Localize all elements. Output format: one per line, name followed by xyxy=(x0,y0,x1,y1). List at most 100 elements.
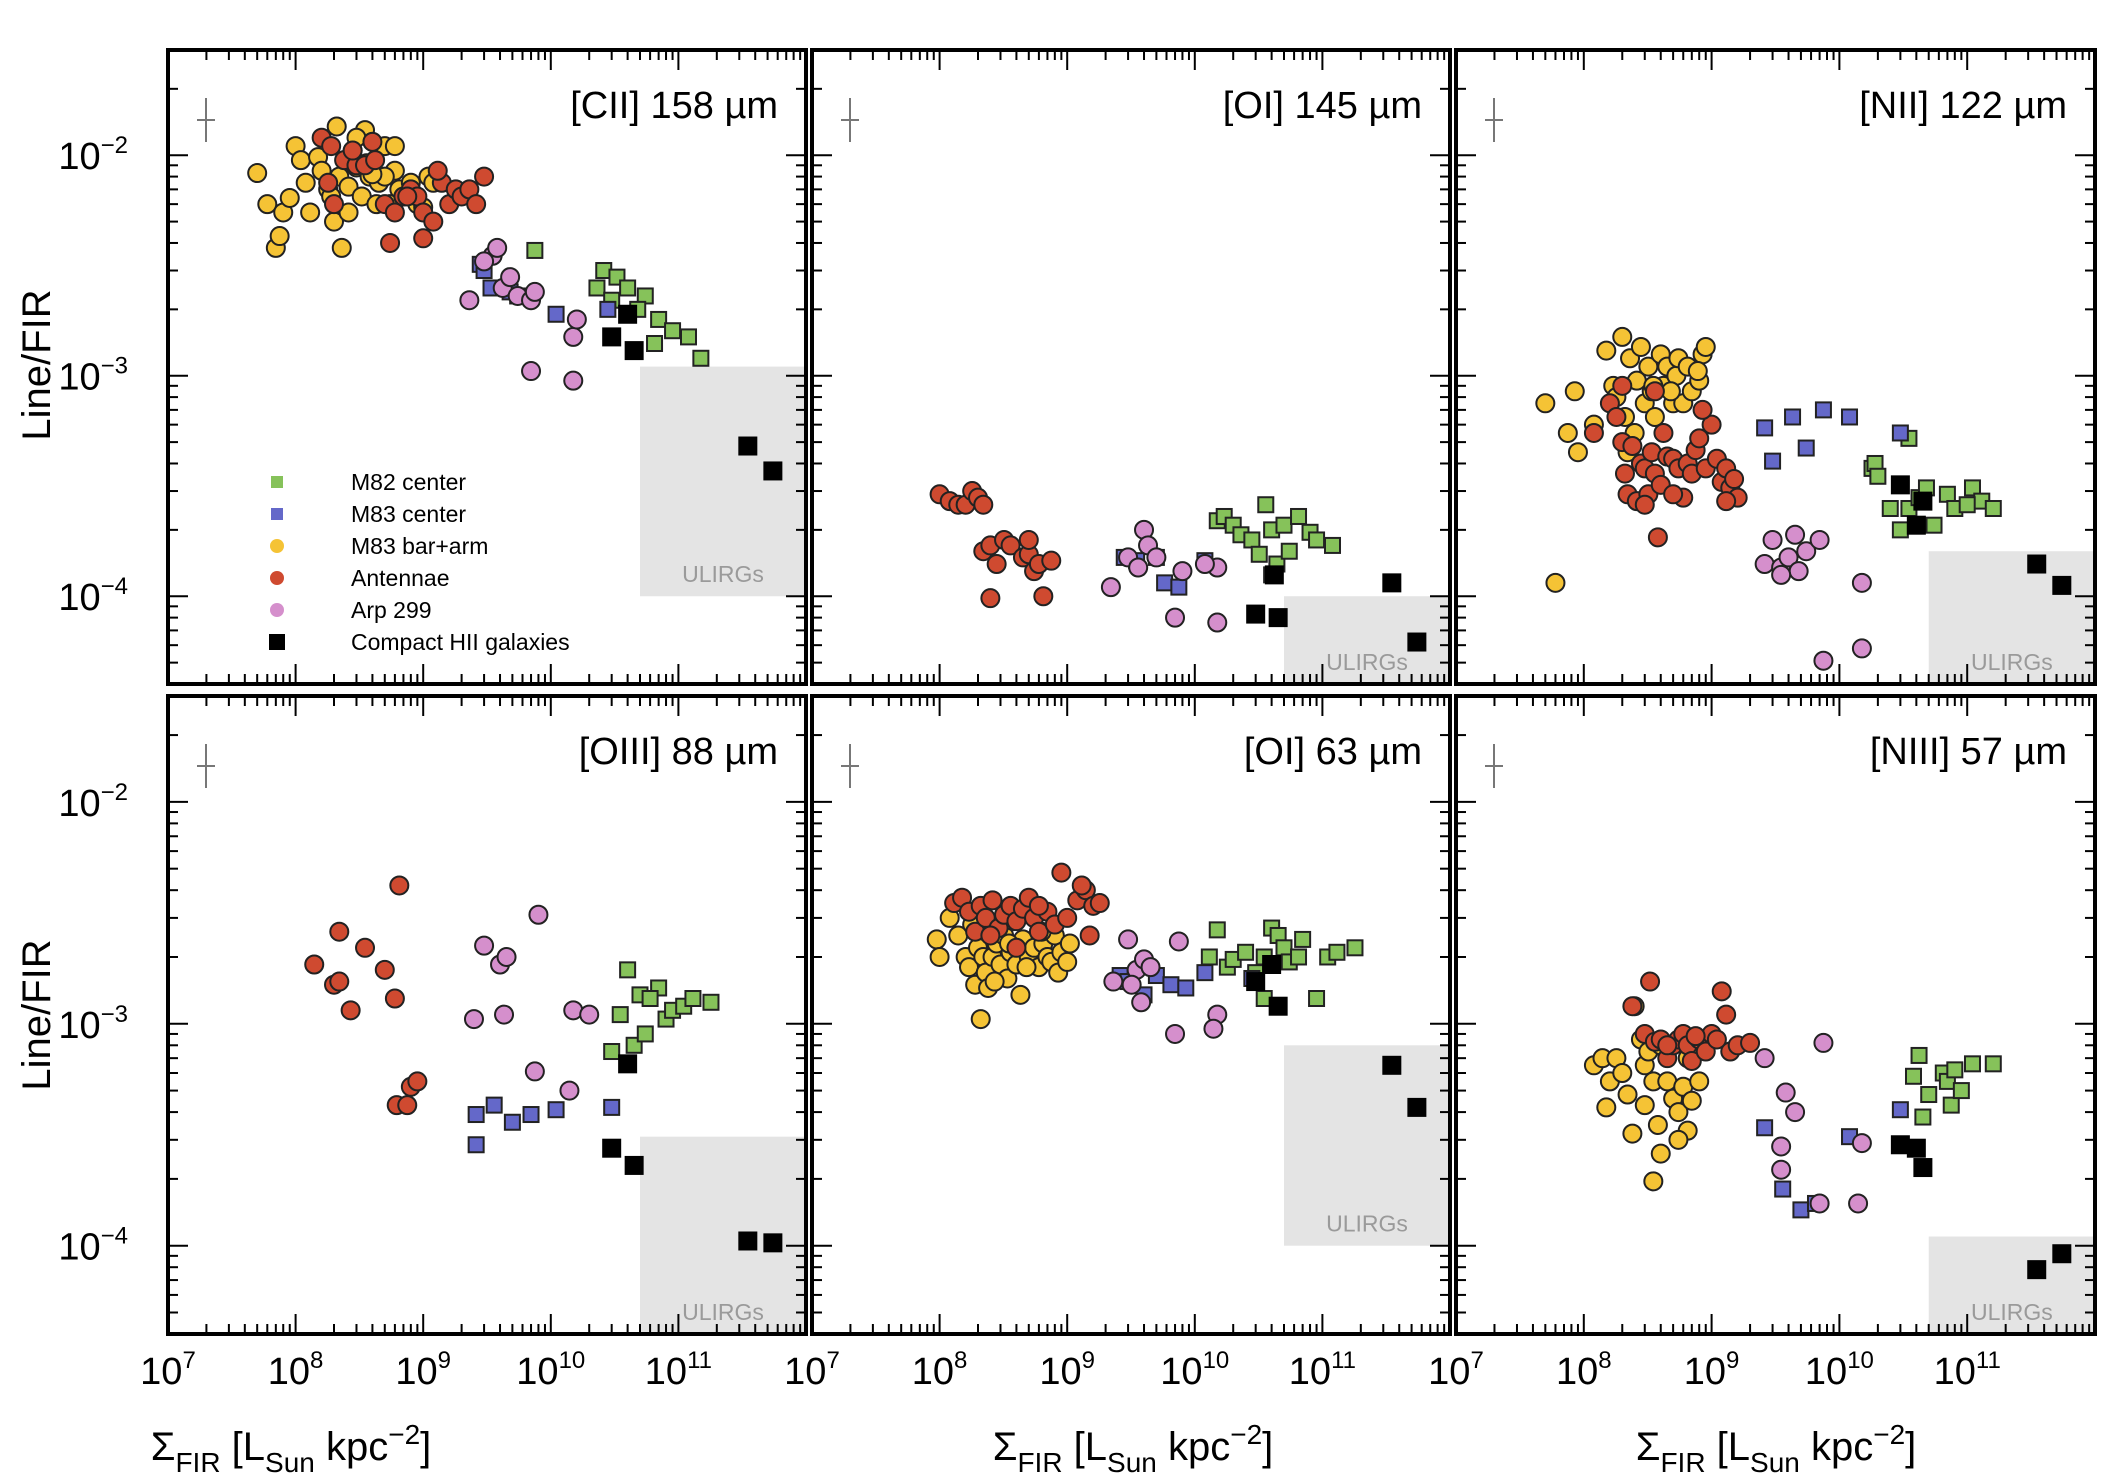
markers xyxy=(1535,326,2072,671)
marker-arp xyxy=(528,904,549,925)
marker-ant xyxy=(1612,375,1633,396)
marker-arp xyxy=(1203,1018,1224,1039)
ulirg-region xyxy=(1928,551,2095,684)
marker-arp xyxy=(1775,1082,1796,1103)
marker-m83b xyxy=(1643,1171,1664,1192)
marker-ant xyxy=(1663,484,1684,505)
marker-arp xyxy=(1796,541,1817,562)
marker-ant xyxy=(1716,1004,1737,1025)
marker-hii xyxy=(1268,996,1288,1016)
marker-m82 xyxy=(1294,930,1312,948)
marker-arp xyxy=(579,1004,600,1025)
panel-1: ULIRGs [CII] 158 µm 10−4 10−3 10−2 xyxy=(58,48,808,686)
marker-m83c xyxy=(1756,1119,1774,1137)
marker-arp xyxy=(496,946,517,967)
marker-ant xyxy=(1724,469,1745,490)
marker-ant xyxy=(397,186,418,207)
marker-m83c xyxy=(503,1113,521,1131)
panel-title: [OIII] 88 µm xyxy=(579,731,778,773)
marker-arp xyxy=(524,1061,545,1082)
marker-m83b xyxy=(295,172,316,193)
legend-item: M83 bar+arm xyxy=(270,533,488,559)
legend-label: M83 bar+arm xyxy=(351,533,488,559)
legend-marker xyxy=(270,603,284,617)
marker-m83b xyxy=(279,187,300,208)
legend: M82 center M83 center M83 bar+arm Antennae A… xyxy=(269,469,570,655)
x-tick-label: 108 xyxy=(268,1347,324,1393)
marker-m83b xyxy=(1612,326,1633,347)
marker-hii xyxy=(2027,1260,2047,1280)
marker-ant xyxy=(1681,1050,1702,1071)
marker-m83b xyxy=(1617,1084,1638,1105)
marker-ant xyxy=(1018,529,1039,550)
marker-ant xyxy=(982,890,1003,911)
marker-m82 xyxy=(619,961,637,979)
marker-m83b xyxy=(1630,336,1651,357)
marker-m82 xyxy=(1290,948,1308,966)
marker-arp xyxy=(1168,931,1189,952)
marker-ant xyxy=(413,228,434,249)
markers xyxy=(247,116,783,481)
marker-arp xyxy=(1100,577,1121,598)
marker-arp xyxy=(1813,650,1834,671)
marker-ant xyxy=(1640,971,1661,992)
legend-label: M82 center xyxy=(351,469,466,495)
x-tick-label: 109 xyxy=(1684,1347,1740,1393)
marker-m83c xyxy=(1170,578,1188,596)
marker-m83b xyxy=(1564,381,1585,402)
y-tick-label: 10−3 xyxy=(58,1001,128,1047)
marker-m83c xyxy=(603,1098,621,1116)
marker-arp xyxy=(559,1080,580,1101)
marker-m83b xyxy=(326,116,347,137)
marker-hii xyxy=(1246,972,1266,992)
marker-hii xyxy=(1906,1138,1926,1158)
marker-m83c xyxy=(485,1096,503,1114)
plot-frame xyxy=(810,48,1452,686)
marker-arp xyxy=(1851,1133,1872,1154)
marker-m83b xyxy=(1545,572,1566,593)
plot-frame xyxy=(166,694,808,1336)
svg-text:ΣFIR [LSun kpc−2]: ΣFIR [LSun kpc−2] xyxy=(1636,1419,1917,1478)
plot-frame xyxy=(1454,694,2097,1336)
legend-item: M82 center xyxy=(271,469,466,495)
marker-hii xyxy=(1246,604,1266,624)
marker-ant xyxy=(384,988,405,1009)
marker-arp xyxy=(1778,547,1799,568)
marker-m82 xyxy=(1869,467,1887,485)
marker-ant xyxy=(1622,436,1643,457)
x-tick-label: 1010 xyxy=(1160,1347,1229,1393)
panel-5: ULIRGs [OI] 63 µm 107 108 109 1010 1011 xyxy=(784,694,1452,1393)
legend-label: Compact HII galaxies xyxy=(351,629,570,655)
marker-hii xyxy=(602,1138,622,1158)
marker-arp xyxy=(474,935,495,956)
marker-m83c xyxy=(1814,401,1832,419)
marker-m82 xyxy=(702,993,720,1011)
marker-m83c xyxy=(1841,408,1859,426)
marker-ant xyxy=(1057,907,1078,928)
marker-m82 xyxy=(526,241,544,259)
marker-ant xyxy=(1606,406,1627,427)
x-axis-label-3: ΣFIR [LSun kpc−2] xyxy=(1636,1419,1917,1478)
marker-hii xyxy=(618,304,638,324)
marker-ant xyxy=(318,172,339,193)
marker-arp xyxy=(1140,957,1161,978)
marker-hii xyxy=(1264,565,1284,585)
marker-m82 xyxy=(636,1025,654,1043)
ulirg-label: ULIRGs xyxy=(1971,1299,2053,1325)
marker-m82 xyxy=(1946,1061,1964,1079)
marker-ant xyxy=(980,588,1001,609)
marker-arp xyxy=(1785,524,1806,545)
marker-arp xyxy=(1788,561,1809,582)
x-tick-label: 109 xyxy=(1039,1347,1095,1393)
marker-arp xyxy=(1754,1048,1775,1069)
marker-m82 xyxy=(1308,990,1326,1008)
marker-m82 xyxy=(1958,496,1976,514)
marker-hii xyxy=(618,1054,638,1074)
marker-hii xyxy=(763,461,783,481)
marker-m83b xyxy=(338,176,359,197)
marker-arp xyxy=(459,290,480,311)
marker-m83b xyxy=(1059,933,1080,954)
marker-m83c xyxy=(467,1106,485,1124)
marker-arp xyxy=(1771,1136,1792,1157)
